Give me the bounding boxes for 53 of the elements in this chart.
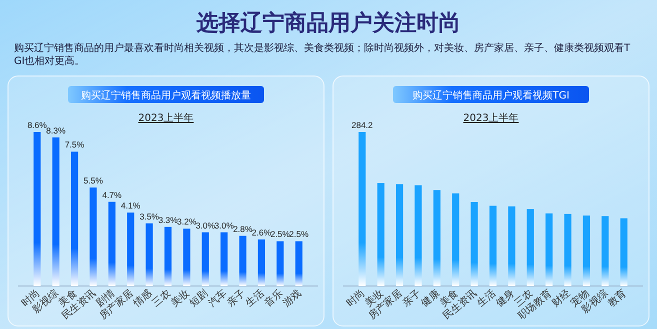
bar xyxy=(377,183,384,286)
bar xyxy=(564,214,572,286)
data-label: 3.5% xyxy=(140,211,160,222)
bar xyxy=(276,241,284,286)
bar xyxy=(452,193,460,286)
bar xyxy=(146,223,153,286)
bar xyxy=(433,190,440,286)
bar xyxy=(508,206,516,286)
bar xyxy=(602,216,609,286)
data-label: 3.0% xyxy=(196,220,216,230)
x-tick-label: 游戏 xyxy=(280,287,304,310)
bar xyxy=(52,137,60,286)
bar xyxy=(239,236,246,286)
chart-title: 购买辽宁销售商品用户观看视频TGI xyxy=(412,90,570,102)
bar xyxy=(90,188,97,286)
data-label: 7.5% xyxy=(64,140,85,150)
data-label: 3.0% xyxy=(214,220,234,230)
bar xyxy=(295,241,302,286)
text: 选择辽宁商品用户关注时尚 xyxy=(196,10,460,36)
data-label: 4.1% xyxy=(120,200,141,211)
bar xyxy=(470,202,478,286)
data-label: 3.2% xyxy=(177,216,197,227)
chart-subtitle: 2023上半年 xyxy=(138,112,194,124)
chart-subtitle: 2023上半年 xyxy=(463,112,519,124)
data-label: 2.5% xyxy=(289,229,309,240)
bar xyxy=(489,206,497,286)
data-label: 5.5% xyxy=(84,176,104,186)
bar xyxy=(34,132,41,286)
bar xyxy=(546,213,553,286)
bar xyxy=(220,232,228,286)
data-label: 2.6% xyxy=(252,227,272,238)
chart-title: 购买辽宁销售商品用户观看视频播放量 xyxy=(81,90,251,102)
data-label: 8.6% xyxy=(27,120,48,130)
bar xyxy=(396,184,404,286)
bar xyxy=(183,228,190,286)
bar xyxy=(258,239,266,286)
data-label: 2.5% xyxy=(270,229,290,240)
bar xyxy=(164,226,172,286)
data-label: 4.7% xyxy=(102,190,122,200)
bar xyxy=(582,216,590,286)
bar xyxy=(414,185,422,286)
data-label: 3.3% xyxy=(158,214,178,225)
bar xyxy=(70,152,78,286)
data-label: 2.8% xyxy=(233,224,253,234)
bar xyxy=(526,209,534,286)
data-label: 284.2 xyxy=(352,120,374,130)
text: 购买辽宁销售商品的用户最喜欢看时尚相关视频，其次是影视综、美食类视频；除时尚视频外，对美妆、房产家居、亲子、健康类视频观看TGI也相对更高。 xyxy=(14,42,631,67)
bar xyxy=(202,232,209,286)
bar xyxy=(358,132,366,286)
data-label: 8.3% xyxy=(46,125,66,136)
bar xyxy=(108,202,116,286)
bar xyxy=(620,218,628,286)
bar xyxy=(127,212,134,286)
